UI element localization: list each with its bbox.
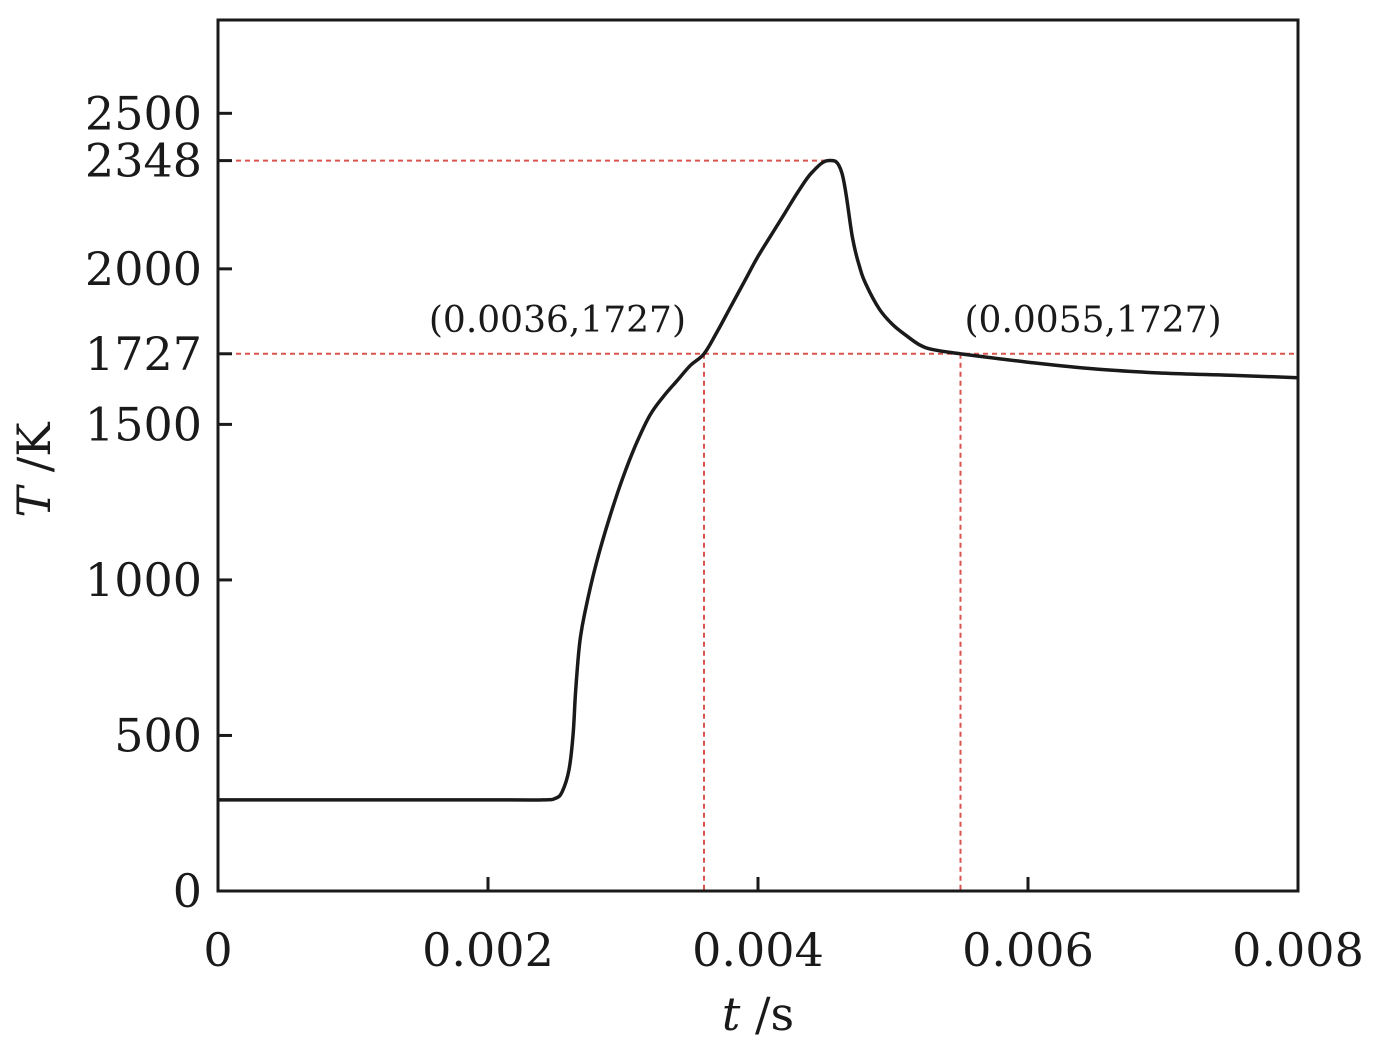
y-tick-label: 1000	[85, 553, 202, 607]
x-tick-label: 0.004	[692, 923, 824, 977]
y-axis-var: T	[7, 484, 61, 518]
x-tick-label: 0	[203, 923, 232, 977]
y-tick-label: 1727	[85, 327, 202, 381]
y-tick-label: 500	[114, 708, 202, 762]
reference-lines	[218, 159, 1298, 891]
annotations: (0.0036,1727) (0.0055,1727)	[429, 300, 1222, 341]
point-annotation: (0.0055,1727)	[965, 300, 1222, 341]
y-axis-label: T /K	[7, 421, 61, 518]
y-tick-label: 2500	[85, 86, 202, 140]
x-axis-label: t /s	[722, 987, 794, 1040]
x-tick-label: 0.002	[422, 923, 554, 977]
y-axis-unit: /K	[7, 421, 61, 487]
y-tick-label: 2000	[85, 242, 202, 296]
x-tick-label: 0.006	[962, 923, 1094, 977]
x-axis-var: t	[722, 987, 741, 1040]
temperature-curve	[218, 158, 1299, 802]
x-tick-label: 0.008	[1232, 923, 1364, 977]
y-tick-label: 2348	[85, 134, 202, 188]
point-annotation: (0.0036,1727)	[429, 300, 686, 341]
y-tick-label: 1500	[85, 397, 202, 451]
x-axis: 0 0.002 0.004 0.006 0.008	[203, 877, 1364, 977]
plot-frame	[216, 18, 1300, 893]
x-axis-unit: /s	[740, 987, 794, 1040]
y-tick-label: 0	[173, 864, 202, 918]
series-layer	[218, 158, 1299, 802]
